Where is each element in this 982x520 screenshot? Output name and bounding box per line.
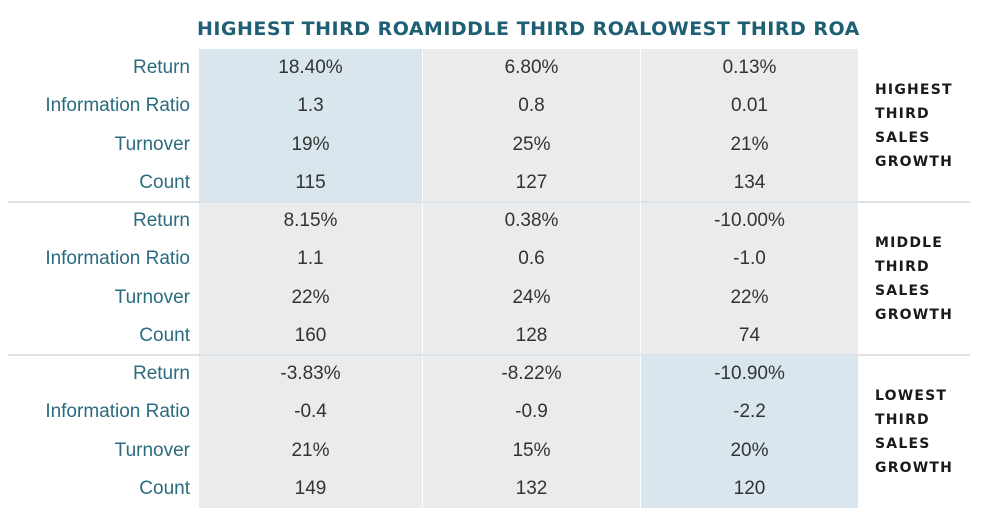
- table-cell: 74: [738, 324, 761, 346]
- table-cell: -1.0: [733, 248, 766, 270]
- row-group-label: MIDDLE THIRD SALES GROWTH: [875, 231, 975, 327]
- table-cell: 22%: [730, 286, 769, 308]
- row-group-label-word: GROWTH: [875, 460, 954, 476]
- metric-label: Turnover: [114, 286, 190, 308]
- table-cell: 8.15%: [283, 210, 338, 232]
- row-group-label: HIGHEST THIRD SALES GROWTH: [875, 78, 975, 174]
- metric-label: Turnover: [114, 133, 190, 155]
- table-cell: -10.90%: [714, 363, 785, 385]
- table-cell: 1.1: [297, 248, 324, 270]
- table-cell: 120: [733, 477, 766, 499]
- row-group-label-word: SALES: [875, 436, 931, 452]
- row-group-label: LOWEST THIRD SALES GROWTH: [875, 384, 975, 480]
- table-cell: 1.3: [297, 95, 324, 117]
- cell-block: [199, 355, 422, 508]
- metric-label: Information Ratio: [45, 248, 190, 270]
- table-cell: 19%: [291, 133, 330, 155]
- row-group-label-word: SALES: [875, 283, 931, 299]
- table-cell: 24%: [512, 286, 551, 308]
- column-header: LOWEST THIRD ROA: [639, 18, 860, 40]
- cell-block: [641, 355, 858, 508]
- cell-block: [199, 202, 422, 355]
- table-cell: -3.83%: [280, 363, 341, 385]
- table-cell: 0.8: [518, 95, 545, 117]
- table-cell: 21%: [730, 133, 769, 155]
- table-cell: 128: [515, 324, 548, 346]
- metric-label: Return: [132, 210, 190, 232]
- metric-label: Turnover: [114, 439, 190, 461]
- metric-label: Information Ratio: [45, 401, 190, 423]
- table-cell: 149: [294, 477, 327, 499]
- row-group-label-word: THIRD: [875, 259, 930, 275]
- table-cell: 25%: [512, 133, 551, 155]
- table-cell: 134: [733, 171, 766, 193]
- cell-block: [423, 202, 640, 355]
- metric-label: Return: [132, 363, 190, 385]
- cell-block: [641, 49, 858, 202]
- metric-label: Return: [132, 57, 190, 79]
- metric-label: Count: [139, 324, 190, 346]
- cell-block: [423, 49, 640, 202]
- table-cell: 132: [515, 477, 548, 499]
- table-cell: 15%: [512, 439, 551, 461]
- row-group-label-word: HIGHEST: [875, 82, 953, 98]
- cell-block: [641, 202, 858, 355]
- group-divider: [8, 201, 970, 203]
- row-group-label-word: THIRD: [875, 106, 930, 122]
- row-group-label-word: MIDDLE: [875, 235, 944, 251]
- row-group-label-word: SALES: [875, 130, 931, 146]
- table-cell: 22%: [291, 286, 330, 308]
- metric-label: Count: [139, 171, 190, 193]
- table-cell: 160: [294, 324, 327, 346]
- row-group-label-word: LOWEST: [875, 388, 948, 404]
- metric-label: Information Ratio: [45, 95, 190, 117]
- table-cell: -0.9: [515, 401, 548, 423]
- table-cell: 0.6: [518, 248, 545, 270]
- table-cell: 0.13%: [722, 57, 777, 79]
- row-group-label-word: THIRD: [875, 412, 930, 428]
- column-header: MIDDLE THIRD ROA: [423, 18, 640, 40]
- group-divider: [8, 354, 970, 356]
- table-cell: 115: [295, 171, 326, 193]
- cell-block: [199, 49, 422, 202]
- table-cell: 21%: [291, 439, 330, 461]
- metric-label: Count: [139, 477, 190, 499]
- table-cell: -2.2: [733, 401, 766, 423]
- table-cell: 20%: [730, 439, 769, 461]
- table-cell: 18.40%: [278, 57, 343, 79]
- row-group-label-word: GROWTH: [875, 307, 954, 323]
- table-cell: 6.80%: [504, 57, 559, 79]
- table-cell: 127: [515, 171, 548, 193]
- cell-block: [423, 355, 640, 508]
- row-group-label-word: GROWTH: [875, 154, 954, 170]
- table-cell: -8.22%: [501, 363, 562, 385]
- table-cell: 0.38%: [504, 210, 559, 232]
- table-cell: -0.4: [294, 401, 327, 423]
- table-cell: -10.00%: [714, 210, 785, 232]
- table-cell: 0.01: [731, 95, 768, 117]
- column-header: HIGHEST THIRD ROA: [196, 18, 425, 40]
